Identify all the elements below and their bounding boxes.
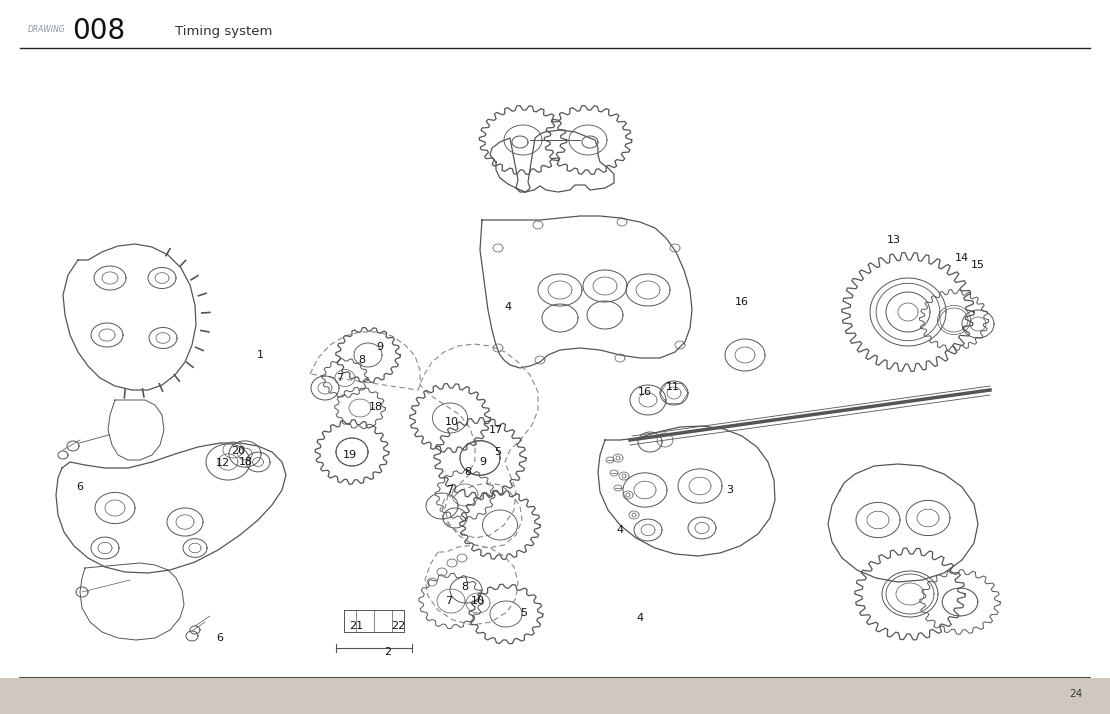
Bar — [0, 678, 1110, 714]
Text: DRAWING: DRAWING — [28, 26, 65, 34]
Text: 8: 8 — [464, 467, 472, 477]
Text: 24: 24 — [1069, 689, 1082, 699]
Text: 18: 18 — [369, 402, 383, 412]
Text: 7: 7 — [446, 485, 454, 495]
Text: 5: 5 — [494, 447, 502, 457]
Text: 6: 6 — [216, 633, 223, 643]
Text: 14: 14 — [955, 253, 969, 263]
Text: 11: 11 — [666, 382, 680, 392]
Text: 19: 19 — [343, 450, 357, 460]
Text: 10: 10 — [471, 596, 485, 606]
Text: 6: 6 — [77, 482, 83, 492]
Text: 008: 008 — [72, 17, 125, 45]
Text: 7: 7 — [445, 596, 453, 606]
Text: 9: 9 — [376, 342, 384, 352]
Text: 16: 16 — [638, 387, 652, 397]
Text: 16: 16 — [735, 297, 749, 307]
Text: 20: 20 — [231, 446, 245, 456]
Text: 2: 2 — [384, 647, 392, 657]
Text: 21: 21 — [349, 621, 363, 631]
Text: 22: 22 — [391, 621, 405, 631]
Text: 12: 12 — [216, 458, 230, 468]
Text: 17: 17 — [488, 425, 503, 435]
Text: 18: 18 — [239, 457, 253, 467]
Text: 5: 5 — [521, 608, 527, 618]
Text: 8: 8 — [359, 355, 365, 365]
Text: 4: 4 — [616, 525, 624, 535]
Text: 4: 4 — [504, 302, 512, 312]
Text: 9: 9 — [480, 457, 486, 467]
Text: Timing system: Timing system — [175, 24, 272, 38]
Text: 10: 10 — [445, 417, 460, 427]
Text: 15: 15 — [971, 260, 985, 270]
Text: 3: 3 — [727, 485, 734, 495]
Text: 7: 7 — [336, 373, 344, 383]
Text: 13: 13 — [887, 235, 901, 245]
Text: 8: 8 — [462, 582, 468, 592]
Text: 1: 1 — [256, 350, 263, 360]
Text: 4: 4 — [636, 613, 644, 623]
